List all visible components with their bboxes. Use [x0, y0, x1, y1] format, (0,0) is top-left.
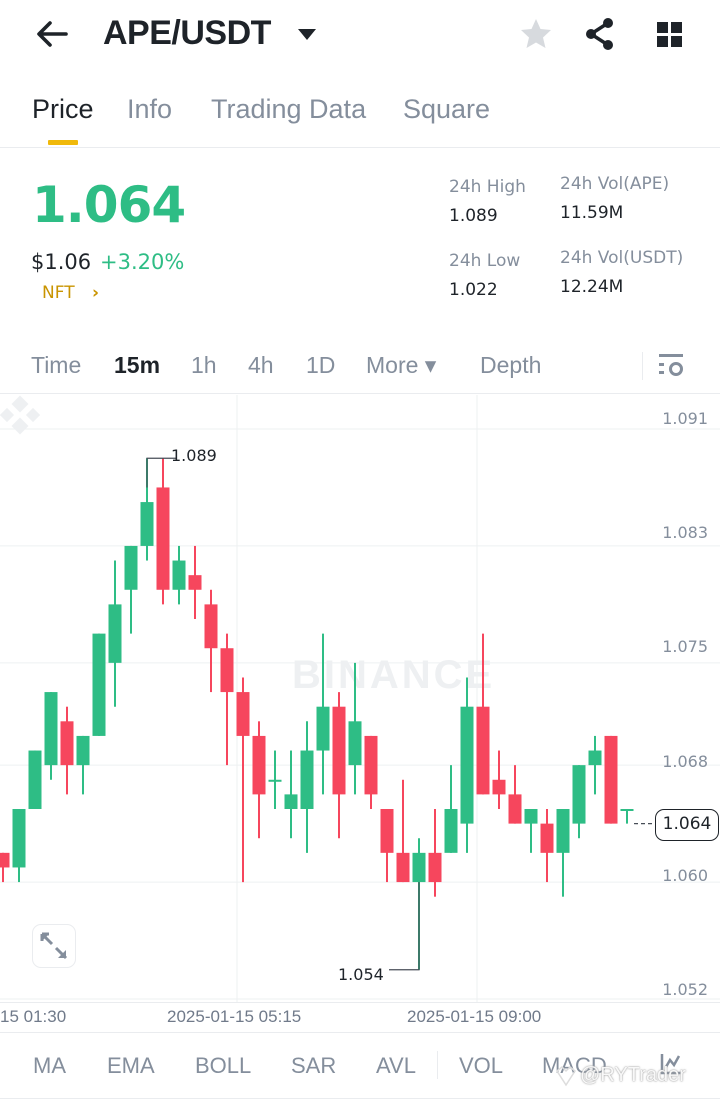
interval-more-dropdown[interactable]: More ▾	[366, 352, 437, 378]
grid-icon[interactable]	[650, 14, 690, 54]
author-credit: @RYTrader	[580, 1064, 686, 1086]
top-bar: APE/USDT	[0, 0, 720, 72]
vol-base-value: 11.59M	[560, 203, 624, 223]
interval-4h[interactable]: 4h	[248, 352, 274, 378]
usd-price: $1.06	[31, 250, 92, 274]
last-price-marker[interactable]: 1.064	[655, 809, 719, 841]
tab-info[interactable]: Info	[127, 94, 173, 124]
change-percent: +3.20%	[100, 250, 185, 274]
watermark-logo-icon	[556, 1065, 576, 1087]
indicator-settings-icon[interactable]	[658, 1051, 684, 1079]
indicator-ema[interactable]: EMA	[107, 1053, 155, 1078]
tab-trading-data[interactable]: Trading Data	[211, 94, 367, 124]
y-axis-label: 1.075	[662, 637, 708, 656]
star-icon[interactable]	[516, 14, 556, 54]
binance-logo-watermark	[0, 395, 40, 435]
vol-quote-label: 24h Vol(USDT)	[560, 248, 684, 268]
y-axis-label: 1.052	[662, 980, 708, 999]
fullscreen-button[interactable]	[32, 924, 76, 968]
vol-quote-value: 12.24M	[560, 277, 624, 297]
share-icon[interactable]	[580, 14, 620, 54]
tab-square[interactable]: Square	[403, 94, 491, 124]
watermark: BINANCE	[292, 653, 496, 697]
candlestick-chart[interactable]: BINANCE 1.091 1.083 1.075 1.068 1.060 1.…	[0, 395, 720, 1002]
high-value: 1.089	[449, 206, 498, 226]
y-axis-label: 1.083	[662, 523, 708, 542]
low-price-annotation: 1.054	[338, 965, 384, 984]
interval-1d[interactable]: 1D	[306, 352, 336, 378]
indicator-vol[interactable]: VOL	[459, 1053, 504, 1078]
high-price-annotation: 1.089	[171, 446, 217, 465]
high-label: 24h High	[449, 177, 526, 197]
x-axis-label: 2025-01-15 05:15	[167, 1007, 302, 1026]
indicator-avl[interactable]: AVL	[376, 1053, 416, 1078]
divider	[642, 352, 643, 380]
chevron-right-icon[interactable]: ›	[92, 283, 100, 303]
caret-down-icon[interactable]	[296, 26, 318, 42]
tab-price[interactable]: Price	[32, 94, 94, 124]
x-axis: 15 01:30 2025-01-15 05:15 2025-01-15 09:…	[0, 1002, 720, 1032]
indicator-boll[interactable]: BOLL	[195, 1053, 252, 1078]
depth-tab[interactable]: Depth	[480, 352, 542, 378]
nft-tag-link[interactable]: NFT	[42, 283, 75, 303]
back-arrow-icon[interactable]	[32, 16, 72, 52]
low-value: 1.022	[449, 280, 498, 300]
main-tabs: Price Info Trading Data Square	[0, 84, 720, 148]
interval-15m[interactable]: 15m	[114, 352, 161, 378]
indicator-ma[interactable]: MA	[33, 1053, 66, 1078]
x-axis-label: 15 01:30	[0, 1007, 67, 1026]
last-price: 1.064	[32, 176, 186, 234]
chart-settings-icon[interactable]	[656, 350, 686, 382]
interval-time[interactable]: Time	[31, 352, 82, 378]
interval-1h[interactable]: 1h	[191, 352, 217, 378]
candles-plot	[0, 395, 720, 1002]
y-axis-label: 1.068	[662, 752, 708, 771]
y-axis-label: 1.060	[662, 866, 708, 885]
indicator-sar[interactable]: SAR	[291, 1053, 337, 1078]
indicator-macd[interactable]: MACD	[542, 1053, 607, 1078]
expand-icon	[40, 932, 68, 960]
x-axis-label: 2025-01-15 09:00	[407, 1007, 542, 1026]
vol-base-label: 24h Vol(APE)	[560, 174, 670, 194]
y-axis-label: 1.091	[662, 409, 708, 428]
trading-pair-title[interactable]: APE/USDT	[103, 14, 271, 52]
interval-selector: Time 15m 1h 4h 1D More ▾ Depth	[0, 340, 720, 394]
low-label: 24h Low	[449, 251, 521, 271]
active-tab-indicator	[48, 140, 78, 145]
divider	[437, 1051, 438, 1079]
